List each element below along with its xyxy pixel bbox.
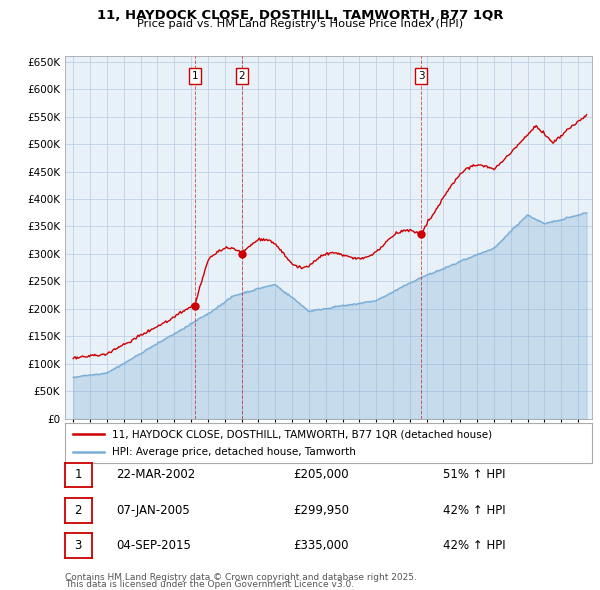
Text: 04-SEP-2015: 04-SEP-2015 [116, 539, 191, 552]
Text: Price paid vs. HM Land Registry's House Price Index (HPI): Price paid vs. HM Land Registry's House … [137, 19, 463, 29]
Text: 2: 2 [74, 504, 82, 517]
Text: 42% ↑ HPI: 42% ↑ HPI [443, 539, 505, 552]
Text: 07-JAN-2005: 07-JAN-2005 [116, 504, 190, 517]
Text: 1: 1 [191, 71, 198, 81]
Text: HPI: Average price, detached house, Tamworth: HPI: Average price, detached house, Tamw… [112, 447, 356, 457]
Text: £205,000: £205,000 [293, 468, 349, 481]
Text: Contains HM Land Registry data © Crown copyright and database right 2025.: Contains HM Land Registry data © Crown c… [65, 573, 416, 582]
Text: 2: 2 [239, 71, 245, 81]
Text: 3: 3 [74, 539, 82, 552]
Text: 42% ↑ HPI: 42% ↑ HPI [443, 504, 505, 517]
Text: 22-MAR-2002: 22-MAR-2002 [116, 468, 195, 481]
Text: This data is licensed under the Open Government Licence v3.0.: This data is licensed under the Open Gov… [65, 580, 354, 589]
Text: 11, HAYDOCK CLOSE, DOSTHILL, TAMWORTH, B77 1QR: 11, HAYDOCK CLOSE, DOSTHILL, TAMWORTH, B… [97, 9, 503, 22]
Text: 1: 1 [74, 468, 82, 481]
Text: 51% ↑ HPI: 51% ↑ HPI [443, 468, 505, 481]
Text: 3: 3 [418, 71, 424, 81]
Text: £335,000: £335,000 [293, 539, 348, 552]
Text: 11, HAYDOCK CLOSE, DOSTHILL, TAMWORTH, B77 1QR (detached house): 11, HAYDOCK CLOSE, DOSTHILL, TAMWORTH, B… [112, 430, 493, 440]
Text: £299,950: £299,950 [293, 504, 349, 517]
